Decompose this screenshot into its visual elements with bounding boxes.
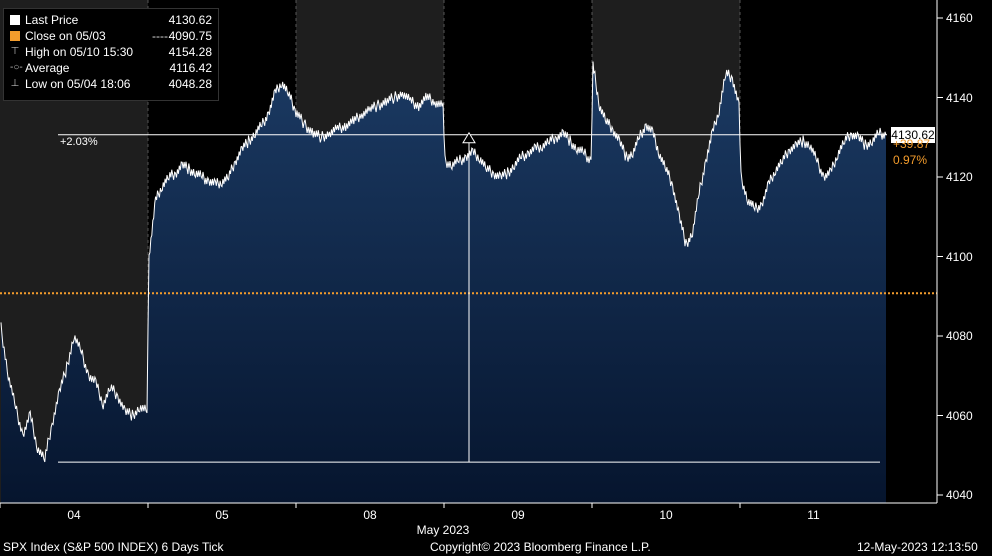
price-series-line	[0, 61, 887, 463]
chart-legend: Last Price 4130.62 Close on 05/03 ---- 4…	[3, 8, 219, 101]
last-price-tag: 4130.62	[891, 127, 935, 143]
y-tick-label: 4080	[946, 329, 973, 343]
price-area	[1, 61, 886, 503]
x-tick-label: 10	[659, 508, 673, 522]
reference-lines	[0, 131, 937, 463]
footer-timestamp: 12-May-2023 12:13:50	[857, 540, 978, 554]
x-tick-label: 09	[511, 508, 525, 522]
x-tick-label: 08	[363, 508, 377, 522]
low-marker-icon: ⊥	[10, 78, 20, 89]
y-tick-label: 4140	[946, 90, 973, 105]
price-area-fill	[1, 61, 886, 503]
x-ticks	[0, 503, 741, 508]
legend-close: Close on 05/03 ---- 4090.75	[4, 28, 218, 44]
y-tick-label: 4040	[946, 488, 973, 502]
y-tick-label: 4060	[946, 408, 973, 423]
high-marker-icon: ⊤	[10, 46, 20, 57]
close-swatch	[10, 31, 20, 41]
price-line	[0, 61, 887, 463]
y-tick-label: 4120	[946, 170, 973, 184]
y-ticks	[937, 17, 943, 496]
footer-copyright: Copyright© 2023 Bloomberg Finance L.P.	[430, 540, 651, 554]
average-marker-icon: -○-	[10, 62, 23, 73]
legend-low: ⊥ Low on 05/04 18:06 4048.28	[10, 77, 212, 91]
range-arrow	[462, 131, 476, 144]
last-price-swatch	[10, 15, 20, 25]
y-tick-label: 4160	[946, 11, 973, 25]
y-tick-label: 4100	[946, 249, 973, 264]
footer-security: SPX Index (S&P 500 INDEX) 6 Days Tick	[3, 540, 224, 554]
legend-last-price: Last Price 4130.62	[4, 12, 218, 28]
x-axis-month-label: May 2023	[416, 523, 470, 537]
x-tick-label: 11	[807, 508, 820, 522]
x-tick-label: 04	[67, 508, 81, 522]
range-percent-label: +2.03%	[60, 136, 98, 148]
legend-high: ⊤ High on 05/10 15:30 4154.28	[10, 45, 212, 59]
legend-average: -○- Average 4116.42	[10, 61, 212, 75]
change-percent: 0.97%	[893, 153, 928, 167]
change-absolute: +39.87	[893, 137, 931, 151]
x-tick-label: 05	[215, 508, 229, 522]
